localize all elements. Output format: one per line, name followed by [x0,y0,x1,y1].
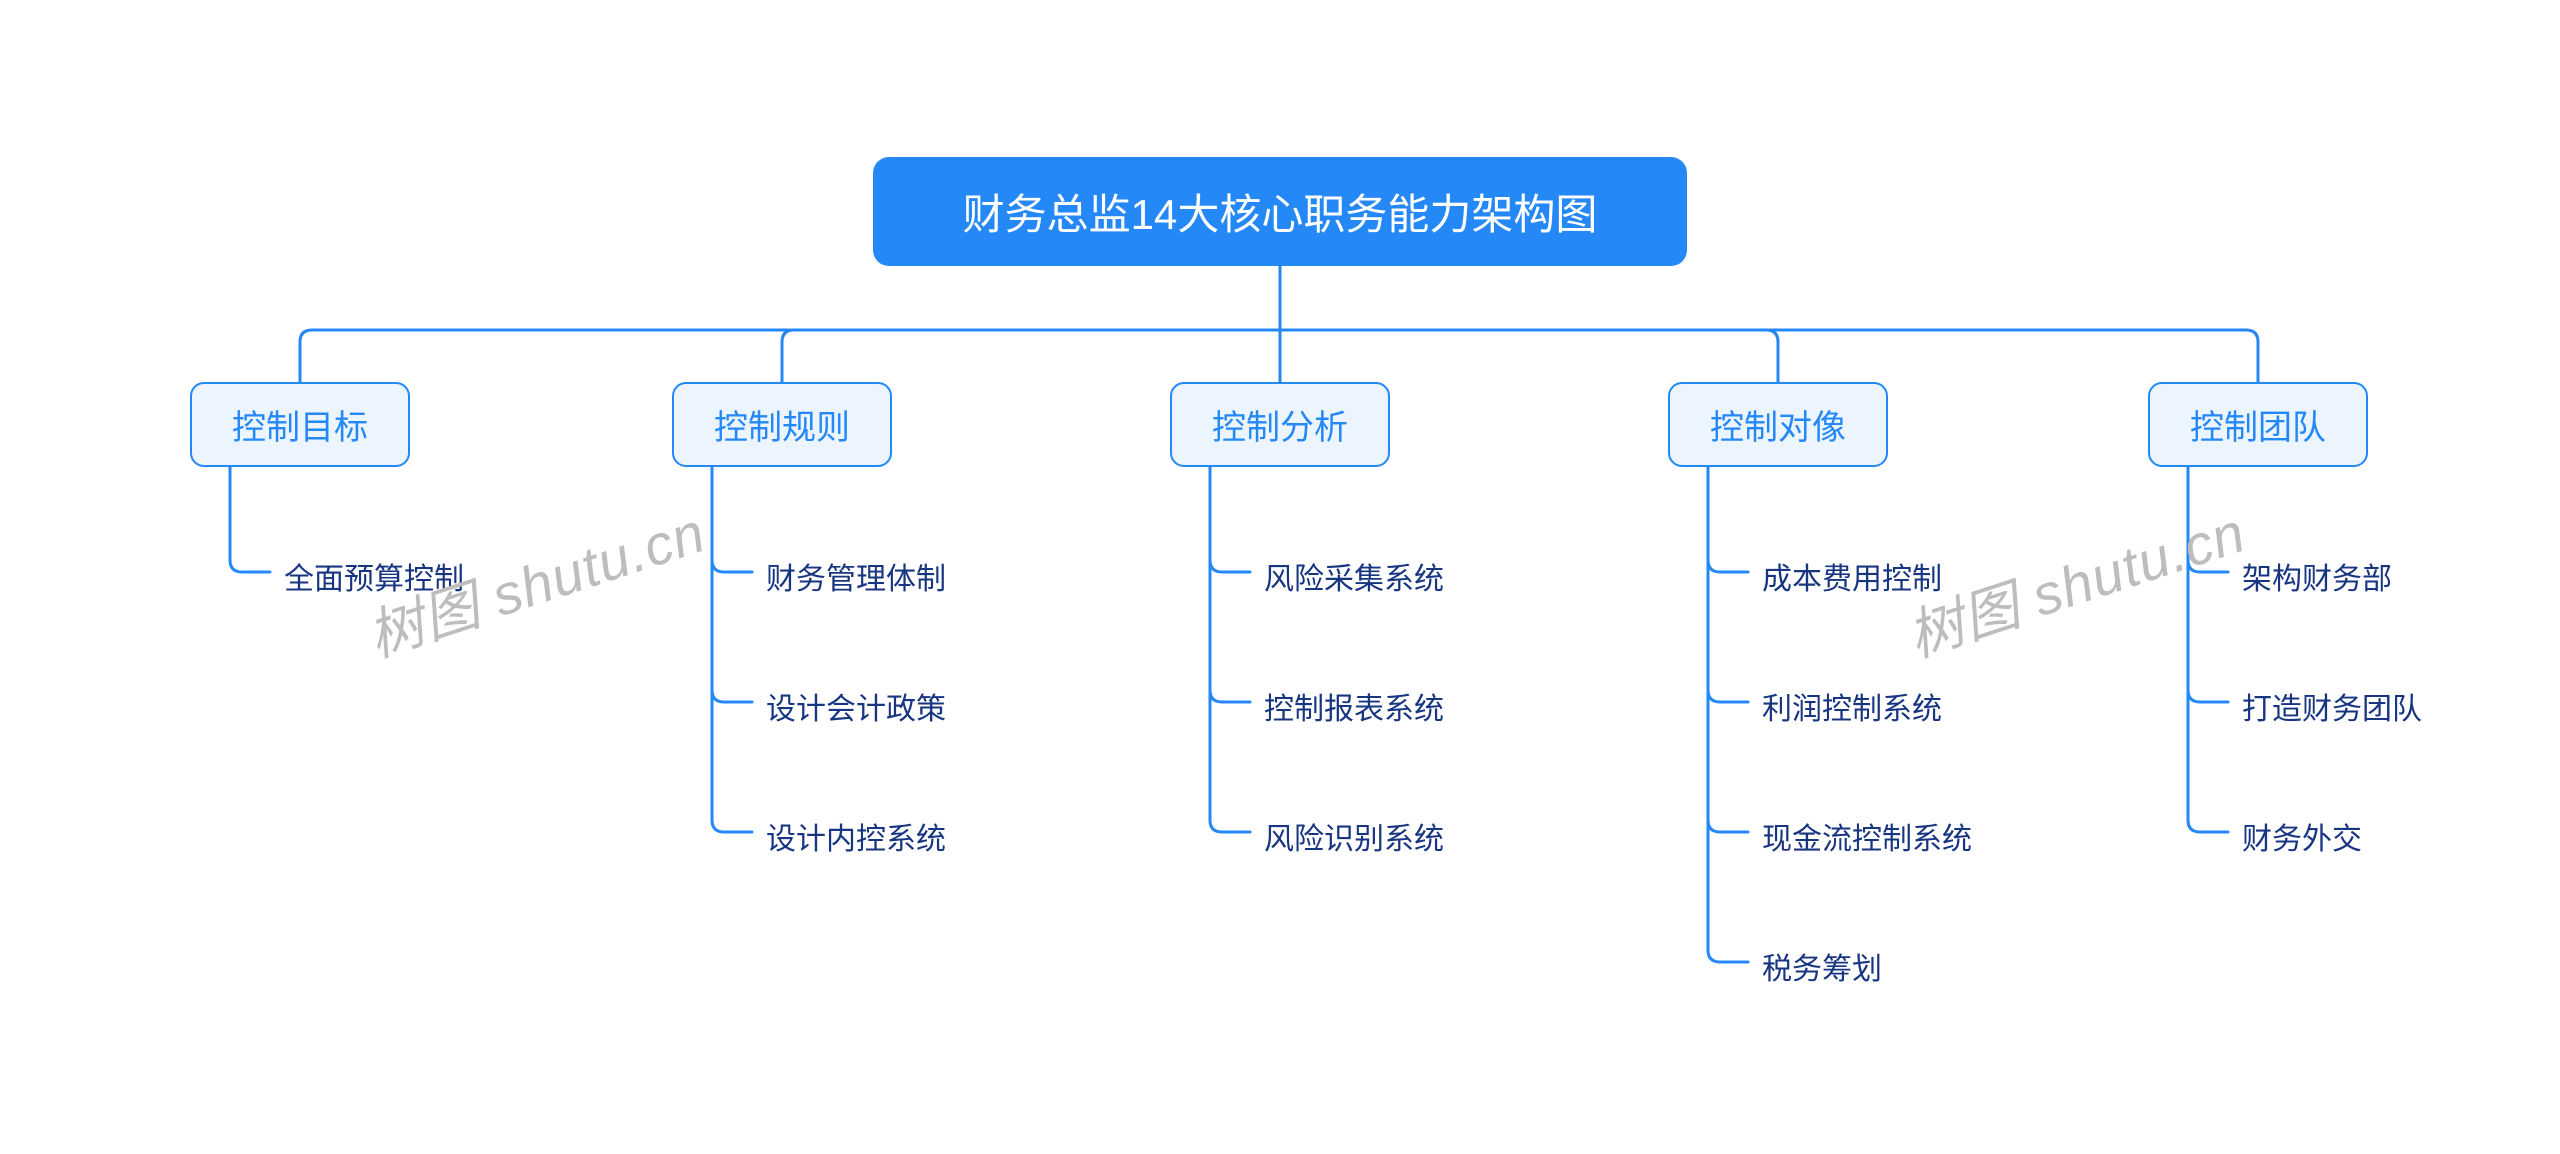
leaf-node: 税务筹划 [1762,944,1882,988]
leaf-node: 利润控制系统 [1762,684,1942,728]
branch-node-rule: 控制规则 [672,382,892,467]
leaf-node: 设计会计政策 [766,684,946,728]
leaf-node: 打造财务团队 [2242,684,2422,728]
leaf-node: 成本费用控制 [1762,554,1942,598]
branch-node-analysis: 控制分析 [1170,382,1390,467]
leaf-node: 财务外交 [2242,814,2362,858]
leaf-node: 现金流控制系统 [1762,814,1972,858]
branch-node-goal: 控制目标 [190,382,410,467]
leaf-node: 财务管理体制 [766,554,946,598]
leaf-node: 设计内控系统 [766,814,946,858]
leaf-node: 控制报表系统 [1264,684,1444,728]
leaf-node: 风险采集系统 [1264,554,1444,598]
leaf-node: 架构财务部 [2242,554,2392,598]
branch-node-object: 控制对像 [1668,382,1888,467]
watermark: 树图 shutu.cn [1896,488,2254,673]
root-node: 财务总监14大核心职务能力架构图 [873,157,1687,266]
leaf-node: 风险识别系统 [1264,814,1444,858]
leaf-node: 全面预算控制 [284,554,464,598]
branch-node-team: 控制团队 [2148,382,2368,467]
